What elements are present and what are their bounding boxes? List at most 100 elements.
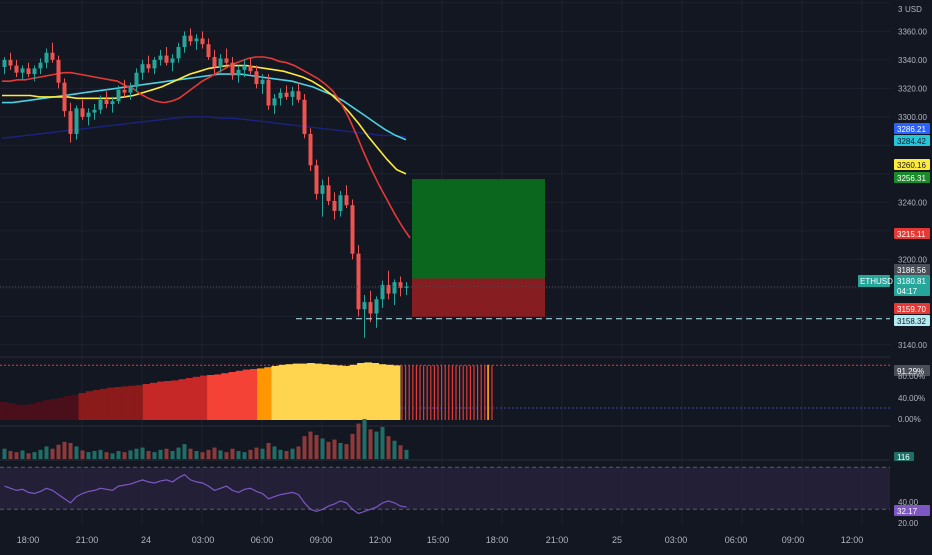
candle-body [92, 109, 97, 113]
time-label: 18:00 [17, 535, 40, 545]
volume-bar [398, 445, 403, 459]
volume-bar [206, 449, 211, 459]
price-lines [0, 286, 890, 320]
time-label: 06:00 [251, 535, 274, 545]
price-label-ma_red [894, 228, 930, 239]
intensity-bar [228, 372, 237, 420]
volume-bar [98, 449, 103, 459]
volume-bar [62, 441, 67, 459]
price-tick: 3200.00 [898, 255, 927, 264]
position-zones[interactable] [412, 179, 545, 317]
volume-bar [356, 423, 361, 459]
intensity-bar [300, 363, 308, 420]
intensity-bar [164, 381, 172, 420]
candle-body [44, 52, 49, 63]
candle-body [224, 58, 229, 63]
intensity-tick: 0.00% [898, 415, 921, 424]
price-tick: 3240.00 [898, 198, 927, 207]
volume-bar [332, 439, 337, 459]
price-label-support [894, 315, 930, 326]
candle-body [326, 185, 331, 201]
intensity-bar [157, 381, 165, 420]
intensity-bar [342, 366, 351, 420]
intensity-bar [307, 363, 315, 420]
intensity-bar [57, 397, 65, 420]
candle-body [134, 72, 139, 87]
intensity-bar [35, 402, 44, 420]
price-label-text-target: 3256.31 [897, 174, 926, 183]
volume-bar [380, 427, 385, 459]
volume-bar [194, 451, 199, 459]
rsi-band [0, 467, 890, 510]
intensity-bar [378, 364, 387, 420]
volume-bar [302, 436, 307, 459]
volume-bar [38, 449, 43, 459]
intensity-bar [257, 368, 265, 420]
intensity-bar [7, 403, 15, 420]
candle-body [308, 133, 313, 166]
price-label-stop [894, 303, 930, 314]
intensity-bar [321, 364, 330, 420]
volume-bar [110, 453, 115, 459]
volume-pane [2, 419, 409, 459]
volume-bar [182, 444, 187, 459]
time-label: 15:00 [427, 535, 450, 545]
time-label: 03:00 [665, 535, 688, 545]
candle-body [236, 69, 241, 76]
volume-bar [212, 447, 217, 459]
candle-body [182, 35, 187, 48]
volume-bar [164, 448, 169, 459]
candle-body [260, 79, 265, 85]
time-axis[interactable]: 18:00 21:00 24 03:00 06:00 09:00 12:00 15:00 18:… [0, 527, 932, 550]
candle-body [68, 111, 73, 134]
price-label-text-stop: 3159.70 [897, 305, 926, 314]
candle-body [242, 65, 247, 70]
intensity-bar [314, 363, 322, 420]
volume-value-tag [894, 452, 914, 461]
intensity-bar [221, 373, 230, 420]
volume-bar [338, 443, 343, 459]
price-label-ma_blue [894, 123, 930, 134]
candle-body [20, 68, 25, 73]
intensity-value-text: 91.29% [897, 367, 924, 376]
candle-body [212, 57, 217, 67]
volume-bar [278, 449, 283, 459]
candle-body [14, 65, 19, 73]
candle-body [62, 82, 67, 112]
rsi-pane [0, 466, 890, 515]
candle-body [170, 58, 175, 63]
price-label-hline [894, 264, 930, 275]
candles [2, 28, 409, 338]
time-label: 24 [141, 535, 151, 545]
intensity-bar [328, 364, 337, 420]
ma-yellow-line [2, 64, 407, 175]
symbol-tag-text: ETHUSD [860, 277, 893, 286]
rsi-tick: 20.00 [898, 519, 919, 528]
candle-body [80, 108, 85, 117]
volume-bar [386, 436, 391, 459]
time-label: 06:00 [725, 535, 748, 545]
volume-bar [260, 448, 265, 459]
volume-bar [80, 450, 85, 459]
candle-body [356, 253, 361, 310]
candle-body [344, 195, 349, 206]
price-label-ma_yellow [894, 159, 930, 170]
candle-body [248, 65, 253, 72]
intensity-tick: 40.00% [898, 394, 925, 403]
volume-bar [368, 429, 373, 459]
intensity-bar [85, 391, 94, 420]
volume-bar [224, 452, 229, 459]
volume-bar [170, 451, 175, 459]
volume-bar [176, 447, 181, 459]
volume-bar [56, 444, 61, 459]
rsi-tick: 40.00 [898, 498, 919, 507]
volume-bar [86, 452, 91, 459]
candle-body [368, 302, 373, 314]
intensity-bar [235, 370, 244, 420]
volume-bar [92, 451, 97, 459]
price-axis[interactable]: 3360.003340.003320.003300.003240.003220.… [858, 0, 932, 550]
candle-body [110, 101, 115, 105]
volume-bar [200, 452, 205, 459]
